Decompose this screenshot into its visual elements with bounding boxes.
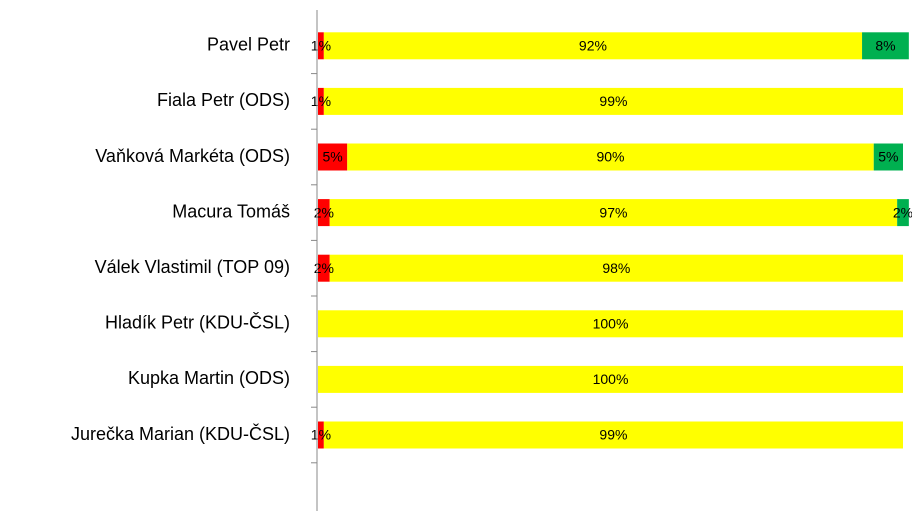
- data-label: 5%: [878, 149, 898, 165]
- y-tick-label: Vaňková Markéta (ODS): [95, 146, 290, 166]
- bar-segment: [318, 87, 324, 115]
- data-label: 98%: [602, 260, 630, 276]
- data-label: 99%: [599, 427, 627, 443]
- bar-segment: [318, 365, 903, 393]
- y-tick-label: Pavel Petr: [207, 35, 290, 55]
- data-label: 2%: [893, 204, 912, 220]
- bar-segment: [897, 199, 909, 227]
- bar-segment: [318, 310, 903, 338]
- bar-segment: [862, 32, 909, 60]
- bar-segment: [318, 32, 324, 60]
- data-label: 1%: [311, 38, 331, 54]
- bar-segment: [323, 32, 863, 60]
- bar-segment: [873, 143, 903, 171]
- bar-segment: [323, 421, 904, 449]
- data-label: 92%: [579, 38, 607, 54]
- y-tick-label: Kupka Martin (ODS): [128, 368, 290, 388]
- bar-segment: [347, 143, 874, 171]
- data-label: 2%: [314, 260, 334, 276]
- y-tick-label: Válek Vlastimil (TOP 09): [95, 257, 290, 277]
- y-tick-label: Fiala Petr (ODS): [157, 90, 290, 110]
- data-label: 5%: [323, 149, 343, 165]
- y-tick-label: Jurečka Marian (KDU-ČSL): [71, 423, 290, 444]
- data-label: 97%: [599, 204, 627, 220]
- bar-segment: [323, 87, 904, 115]
- bar-segment: [318, 254, 330, 282]
- y-tick-label: Hladík Petr (KDU-ČSL): [105, 312, 290, 333]
- data-label: 1%: [311, 93, 331, 109]
- data-label: 100%: [593, 371, 629, 387]
- bar-segment: [318, 199, 330, 227]
- data-label: 99%: [599, 93, 627, 109]
- data-label: 1%: [311, 427, 331, 443]
- bar-segment: [329, 199, 898, 227]
- data-label: 2%: [314, 204, 334, 220]
- data-label: 8%: [875, 38, 895, 54]
- y-tick-label: Macura Tomáš: [172, 201, 290, 221]
- data-label: 100%: [593, 316, 629, 332]
- bar-segment: [318, 143, 348, 171]
- data-label: 90%: [596, 149, 624, 165]
- bar-segment: [329, 254, 903, 282]
- bar-segment: [318, 421, 324, 449]
